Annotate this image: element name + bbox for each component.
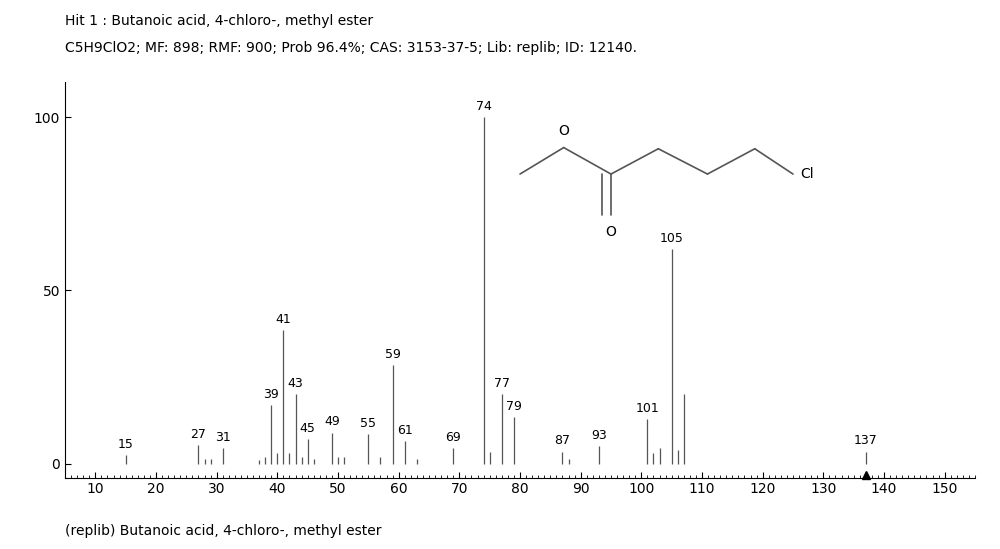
Text: C5H9ClO2; MF: 898; RMF: 900; Prob 96.4%; CAS: 3153-37-5; Lib: replib; ID: 12140.: C5H9ClO2; MF: 898; RMF: 900; Prob 96.4%;… <box>65 41 637 55</box>
Text: 49: 49 <box>324 416 340 428</box>
Text: 79: 79 <box>506 400 522 413</box>
Text: Cl: Cl <box>800 167 814 181</box>
Text: O: O <box>558 124 569 138</box>
Text: 74: 74 <box>476 100 492 113</box>
Text: O: O <box>606 225 616 239</box>
Text: 43: 43 <box>288 377 303 390</box>
Text: 69: 69 <box>445 431 461 444</box>
Text: Hit 1 : Butanoic acid, 4-chloro-, methyl ester: Hit 1 : Butanoic acid, 4-chloro-, methyl… <box>65 14 373 28</box>
Text: 61: 61 <box>397 424 413 437</box>
Text: 27: 27 <box>191 428 206 440</box>
Text: 101: 101 <box>636 401 659 414</box>
Text: 87: 87 <box>554 434 570 447</box>
Text: 15: 15 <box>118 438 134 451</box>
Text: 31: 31 <box>215 431 231 444</box>
Text: (replib) Butanoic acid, 4-chloro-, methyl ester: (replib) Butanoic acid, 4-chloro-, methy… <box>65 524 382 538</box>
Text: 55: 55 <box>360 417 376 430</box>
Text: 105: 105 <box>660 232 684 245</box>
Text: 77: 77 <box>494 377 510 390</box>
Text: 137: 137 <box>854 434 878 447</box>
Text: 59: 59 <box>385 348 401 361</box>
Text: 41: 41 <box>276 313 291 326</box>
Text: 39: 39 <box>263 388 279 401</box>
Text: 93: 93 <box>591 429 607 442</box>
Text: 45: 45 <box>300 422 316 435</box>
